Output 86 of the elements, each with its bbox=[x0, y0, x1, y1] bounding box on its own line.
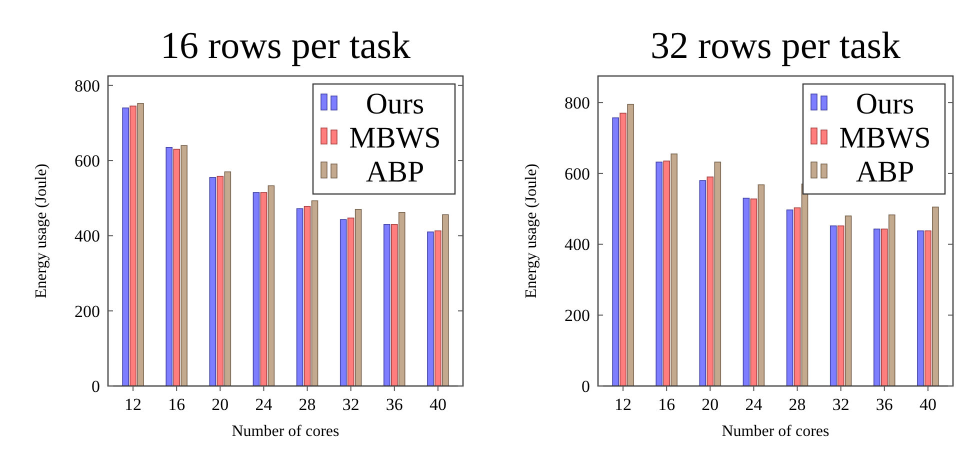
bar bbox=[180, 145, 188, 386]
x-tick-label: 36 bbox=[876, 395, 893, 414]
bar bbox=[304, 206, 311, 386]
bar bbox=[209, 177, 216, 386]
bar bbox=[434, 230, 442, 386]
chart-title: 16 rows per task bbox=[160, 25, 411, 67]
bar bbox=[354, 208, 362, 386]
x-tick-label: 40 bbox=[919, 395, 936, 414]
bar bbox=[924, 230, 932, 386]
legend-label: Ours bbox=[366, 88, 424, 120]
y-tick-label: 800 bbox=[564, 94, 590, 113]
bar bbox=[670, 154, 678, 386]
bar bbox=[801, 184, 808, 386]
x-tick-label: 40 bbox=[429, 395, 446, 414]
bar bbox=[758, 184, 765, 386]
bar bbox=[137, 103, 144, 386]
bar bbox=[917, 230, 924, 386]
x-tick-label: 12 bbox=[124, 395, 142, 414]
y-tick-label: 0 bbox=[92, 376, 100, 396]
bar bbox=[656, 162, 663, 386]
bar bbox=[311, 200, 318, 386]
x-tick-label: 32 bbox=[342, 395, 360, 414]
x-tick-label: 28 bbox=[298, 395, 316, 414]
x-tick-label: 16 bbox=[168, 395, 186, 414]
bar bbox=[224, 171, 232, 386]
x-tick-label: 32 bbox=[832, 395, 850, 414]
bar bbox=[398, 212, 406, 386]
bar bbox=[296, 208, 304, 386]
x-tick-label: 20 bbox=[702, 395, 719, 414]
x-tick-label: 24 bbox=[745, 395, 763, 414]
y-tick-label: 600 bbox=[74, 151, 100, 170]
y-tick-label: 600 bbox=[564, 164, 590, 184]
x-axis-title: Number of cores bbox=[232, 423, 340, 440]
y-tick-label: 200 bbox=[74, 302, 100, 321]
y-tick-label: 200 bbox=[564, 306, 590, 326]
bar bbox=[750, 198, 758, 386]
bar bbox=[260, 192, 268, 386]
bar bbox=[742, 198, 750, 386]
y-tick-label: 800 bbox=[74, 76, 100, 96]
y-tick-label: 400 bbox=[564, 235, 590, 254]
bar bbox=[173, 148, 180, 386]
bar bbox=[252, 192, 260, 386]
bar bbox=[620, 112, 626, 386]
legend-label: ABP bbox=[856, 156, 914, 188]
legend-label: ABP bbox=[366, 156, 424, 188]
bar bbox=[786, 210, 794, 386]
bar bbox=[874, 228, 880, 386]
bar bbox=[612, 117, 619, 386]
bar bbox=[706, 176, 714, 386]
x-tick-label: 28 bbox=[788, 395, 806, 414]
x-axis-title: Number of cores bbox=[722, 423, 830, 440]
bar bbox=[837, 225, 844, 386]
y-axis-title: Energy usage (Joule) bbox=[33, 164, 50, 298]
legend-label: Ours bbox=[856, 88, 914, 120]
bar bbox=[714, 162, 722, 386]
bar bbox=[216, 176, 224, 386]
bar bbox=[830, 225, 837, 386]
y-tick-label: 0 bbox=[582, 376, 590, 396]
x-tick-label: 20 bbox=[212, 395, 229, 414]
bar bbox=[794, 207, 801, 386]
chart-title: 32 rows per task bbox=[650, 25, 901, 67]
bar bbox=[881, 228, 888, 386]
bar bbox=[347, 218, 354, 386]
bar bbox=[391, 224, 398, 386]
y-tick-label: 400 bbox=[74, 226, 100, 246]
bar bbox=[442, 214, 449, 386]
bar bbox=[340, 219, 347, 386]
bar bbox=[932, 206, 939, 386]
bar bbox=[627, 104, 634, 386]
bar bbox=[427, 232, 434, 386]
legend-label: MBWS bbox=[349, 122, 441, 154]
bar bbox=[130, 106, 136, 386]
x-tick-label: 36 bbox=[386, 395, 403, 414]
x-tick-label: 16 bbox=[658, 395, 676, 414]
bar bbox=[844, 216, 852, 386]
bar bbox=[699, 180, 706, 386]
bar bbox=[663, 160, 670, 386]
y-axis-title: Energy usage (Joule) bbox=[523, 164, 540, 298]
bar bbox=[166, 146, 173, 386]
bar bbox=[122, 108, 129, 386]
bar bbox=[384, 224, 390, 386]
x-tick-label: 24 bbox=[255, 395, 273, 414]
x-tick-label: 12 bbox=[614, 395, 632, 414]
bar bbox=[268, 185, 275, 386]
bar bbox=[888, 214, 896, 386]
legend-label: MBWS bbox=[839, 122, 931, 154]
